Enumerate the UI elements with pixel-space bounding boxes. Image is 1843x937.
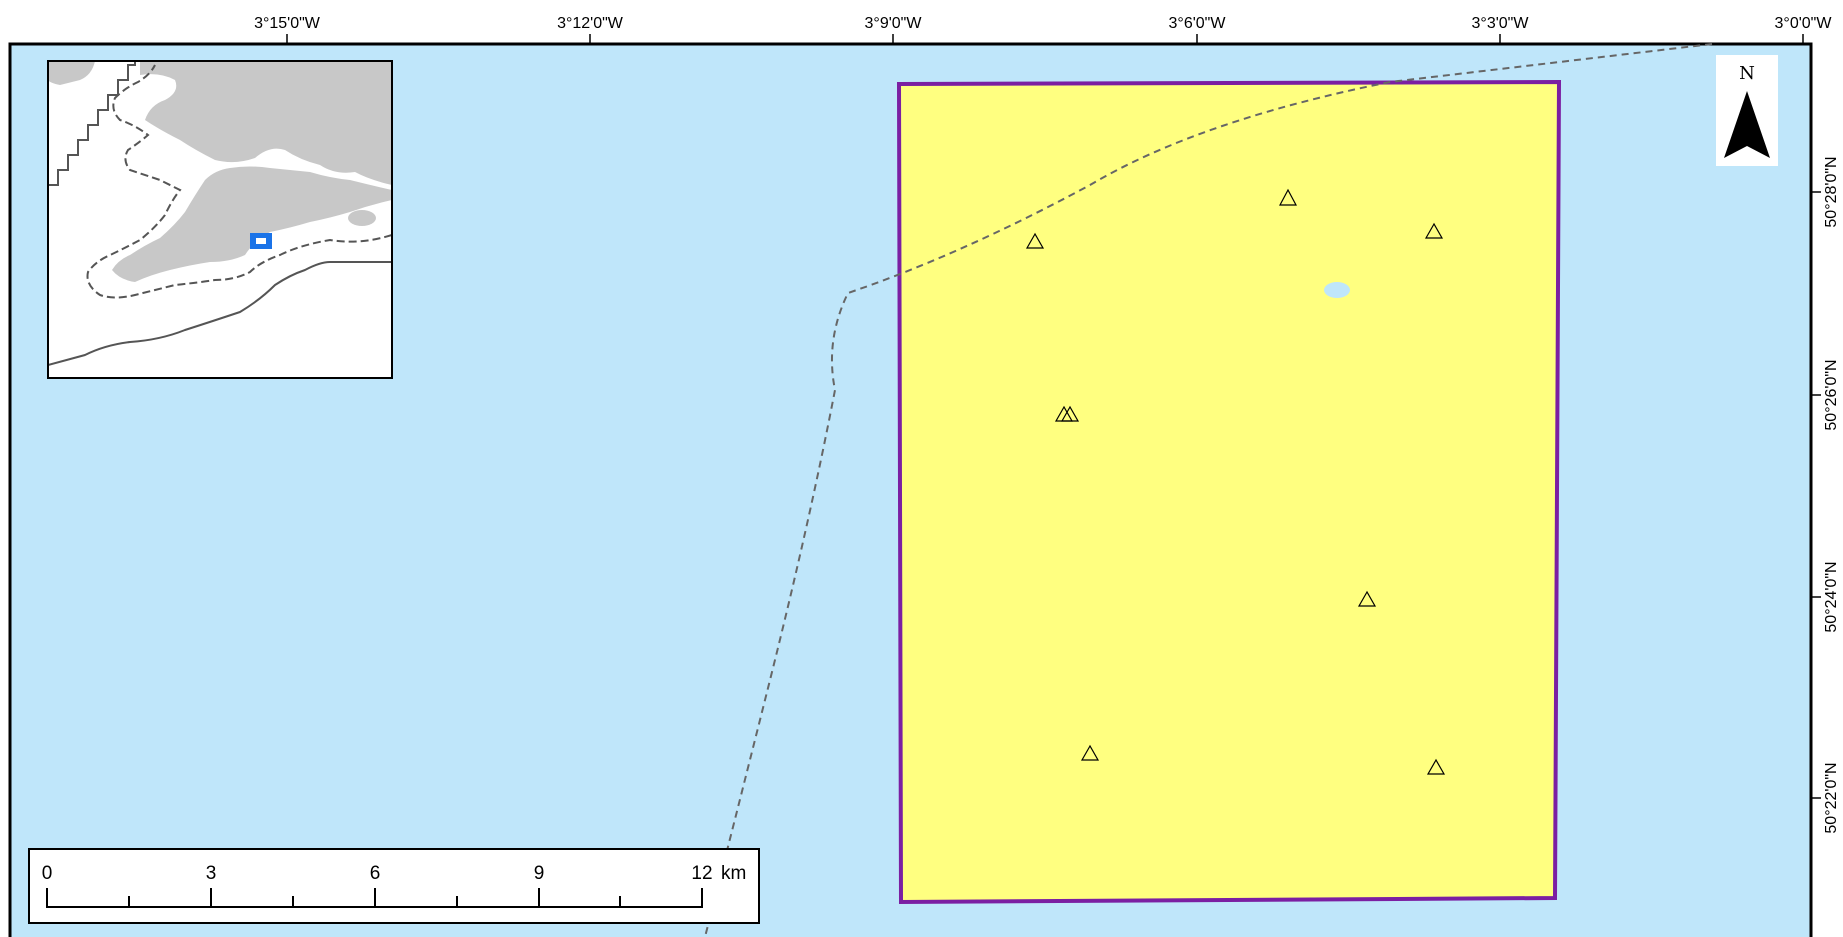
triangle-icon [1060,405,1080,422]
north-label: N [1739,63,1755,84]
triangle-icon [1279,188,1297,206]
inset-boundary-solid [48,261,392,366]
landmass-southwest-england [112,166,392,282]
inset-boundary-dashed [86,64,392,299]
triangle-icon [1426,758,1446,775]
longitude-label: 3°15'0"W [254,15,321,32]
location-marker-inner [256,238,266,244]
triangle-icon [1080,744,1100,761]
longitude-label: 3°0'0"W [1775,15,1833,32]
longitude-label: 3°9'0"W [865,15,923,32]
survey-area-polygon [896,79,1562,905]
inset-frame [47,60,393,379]
small-water-body [1324,282,1350,298]
scale-label: 6 [370,863,381,884]
scale-bar-background [28,848,760,924]
latitude-ticks [1811,191,1821,799]
landmass-fragment [48,61,95,85]
longitude-ticks [286,34,1804,44]
longitude-tick-labels: 3°15'0"W 3°12'0"W 3°9'0"W 3°6'0"W 3°3'0"… [254,15,1832,32]
boundary-dashed-line [704,43,1713,937]
scale-unit: km [721,863,746,884]
landmass-wales [140,61,392,185]
latitude-tick-labels: 50°28'0"N 50°26'0"N 50°24'0"N 50°22'0"N [1823,156,1840,833]
triangle-icon [1357,590,1377,607]
triangle-icon [1424,222,1444,239]
triangle-icon [1025,232,1045,249]
latitude-label: 50°26'0"N [1823,359,1840,430]
latitude-label: 50°24'0"N [1823,561,1840,632]
scale-label: 3 [206,863,217,884]
scale-label: 12 [691,863,712,884]
inset-map [47,60,393,379]
north-arrow: N [1716,55,1778,166]
longitude-label: 3°6'0"W [1169,15,1227,32]
inset-boundary-stepped [48,61,136,186]
scale-label: 0 [42,863,53,884]
island [348,210,376,226]
longitude-label: 3°3'0"W [1472,15,1530,32]
scale-label: 9 [534,863,545,884]
north-arrow-icon [1724,91,1770,158]
sample-markers [1025,188,1446,775]
longitude-label: 3°12'0"W [557,15,624,32]
scale-bar: 0 3 6 9 12 km [28,848,760,924]
latitude-label: 50°22'0"N [1823,762,1840,833]
latitude-label: 50°28'0"N [1823,156,1840,227]
